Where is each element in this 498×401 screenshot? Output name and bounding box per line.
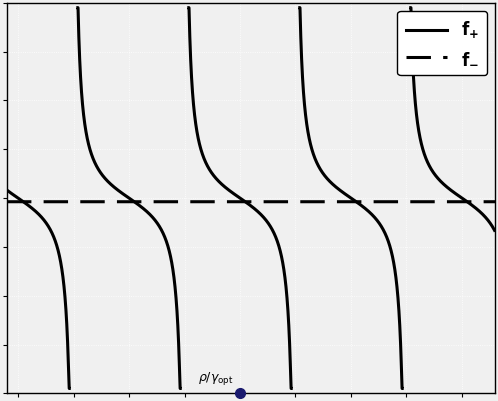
- Legend: $\mathbf{f_{+}}$, $\mathbf{f_{-}}$: $\mathbf{f_{+}}$, $\mathbf{f_{-}}$: [397, 11, 487, 75]
- Text: $\rho/\gamma_{\rm opt}$: $\rho/\gamma_{\rm opt}$: [198, 370, 234, 387]
